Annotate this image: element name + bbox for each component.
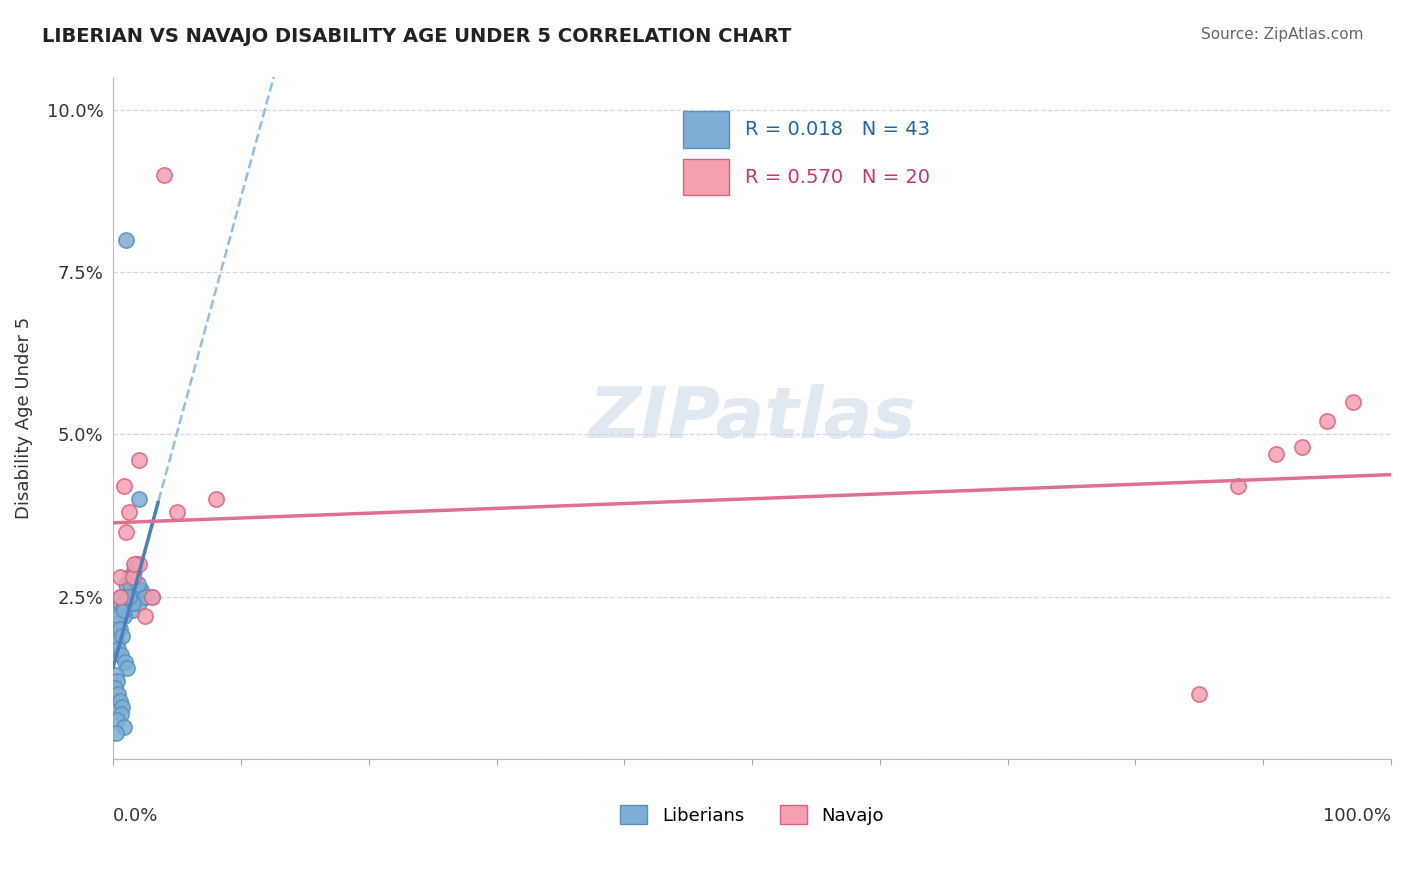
Point xyxy=(115,576,138,591)
Text: ZIPatlas: ZIPatlas xyxy=(589,384,915,453)
Point xyxy=(112,479,135,493)
Point xyxy=(1291,441,1313,455)
Point xyxy=(111,629,134,643)
Point xyxy=(115,524,138,539)
Point xyxy=(128,558,150,572)
Point xyxy=(112,609,135,624)
Point xyxy=(128,492,150,507)
Point xyxy=(115,233,138,247)
Point xyxy=(166,505,188,519)
Point xyxy=(127,576,149,591)
Point xyxy=(105,635,128,649)
Point xyxy=(121,603,143,617)
Point xyxy=(112,603,135,617)
Point xyxy=(118,590,141,604)
Point xyxy=(1188,687,1211,701)
Point xyxy=(114,655,136,669)
Point xyxy=(107,641,129,656)
Y-axis label: Disability Age Under 5: Disability Age Under 5 xyxy=(15,317,32,519)
Point xyxy=(128,596,150,610)
Point xyxy=(134,590,156,604)
Point xyxy=(204,492,226,507)
Point xyxy=(107,609,129,624)
Point xyxy=(110,706,132,721)
Point xyxy=(107,687,129,701)
Legend: Liberians, Navajo: Liberians, Navajo xyxy=(613,798,891,831)
Text: LIBERIAN VS NAVAJO DISABILITY AGE UNDER 5 CORRELATION CHART: LIBERIAN VS NAVAJO DISABILITY AGE UNDER … xyxy=(42,27,792,45)
Point xyxy=(110,590,132,604)
Point xyxy=(108,590,131,604)
Point xyxy=(104,667,127,681)
Point xyxy=(1226,479,1249,493)
Point xyxy=(105,674,128,689)
Point xyxy=(118,576,141,591)
Point xyxy=(117,590,139,604)
Text: 100.0%: 100.0% xyxy=(1323,806,1391,825)
Point xyxy=(110,648,132,662)
Point xyxy=(122,564,145,578)
Point xyxy=(121,596,143,610)
Text: Source: ZipAtlas.com: Source: ZipAtlas.com xyxy=(1201,27,1364,42)
Point xyxy=(104,681,127,695)
Point xyxy=(111,700,134,714)
Point xyxy=(1265,447,1288,461)
Point xyxy=(115,590,138,604)
Point xyxy=(111,603,134,617)
Point xyxy=(131,583,153,598)
Point xyxy=(112,720,135,734)
Point xyxy=(108,622,131,636)
Point xyxy=(125,558,148,572)
Point xyxy=(122,558,145,572)
Point xyxy=(105,713,128,727)
Point xyxy=(117,661,139,675)
Point xyxy=(141,590,163,604)
Point xyxy=(121,570,143,584)
Point xyxy=(108,570,131,584)
Point xyxy=(114,596,136,610)
Point xyxy=(1316,414,1339,428)
Point xyxy=(128,453,150,467)
Point xyxy=(108,693,131,707)
Text: 0.0%: 0.0% xyxy=(114,806,159,825)
Point xyxy=(141,590,163,604)
Point xyxy=(104,726,127,740)
Point xyxy=(118,505,141,519)
Point xyxy=(134,609,156,624)
Point xyxy=(153,168,176,182)
Point xyxy=(118,570,141,584)
Point xyxy=(1341,395,1364,409)
Point xyxy=(128,583,150,598)
Point xyxy=(108,596,131,610)
Point xyxy=(105,615,128,630)
